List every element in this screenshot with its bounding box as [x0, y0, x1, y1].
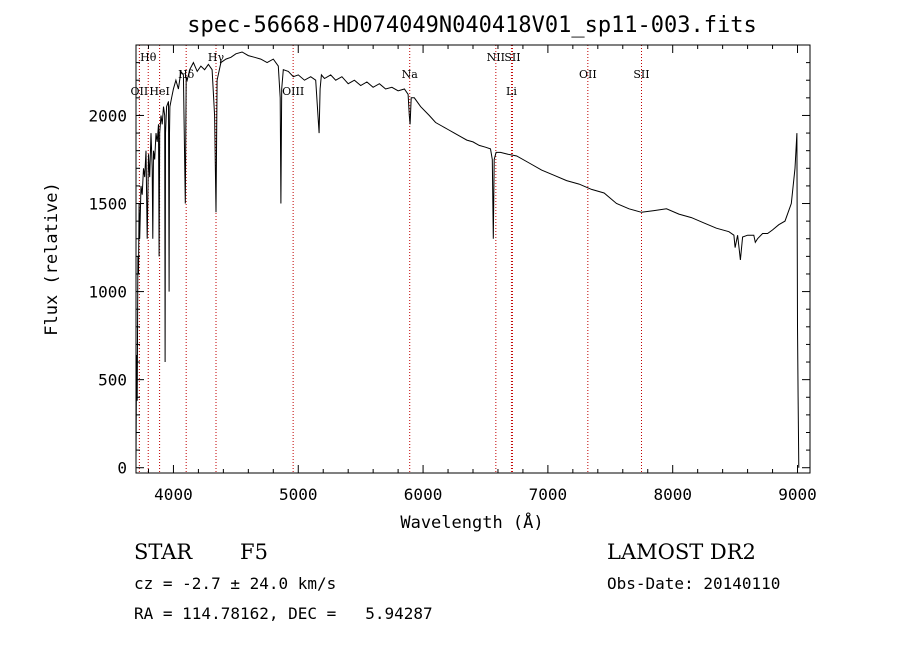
- y-tick-label: 500: [98, 371, 127, 390]
- observation-date: Obs-Date: 20140110: [607, 574, 781, 593]
- object-class: STAR: [134, 540, 193, 564]
- line-marker-label: OII: [579, 68, 597, 81]
- line-marker-label: Na: [402, 68, 419, 81]
- line-marker-label: NII: [487, 51, 505, 64]
- x-axis-ticks: 4000 5000 6000 7000 8000 9000: [147, 45, 817, 504]
- line-marker-label: OIII: [282, 85, 304, 98]
- line-markers: [138, 45, 642, 473]
- y-tick-label: 1500: [88, 195, 127, 214]
- y-tick-label: 1000: [88, 283, 127, 302]
- redshift-readout: cz = -2.7 ± 24.0 km/s: [134, 574, 337, 593]
- line-marker-label: OII: [131, 85, 149, 98]
- line-marker-label: Li: [506, 85, 517, 98]
- line-marker-label: Hδ: [178, 68, 195, 81]
- x-tick-label: 9000: [778, 485, 817, 504]
- coordinates-readout: RA = 114.78162, DEC = 5.94287: [134, 604, 433, 623]
- line-marker-label: SII: [633, 68, 649, 81]
- x-tick-label: 6000: [404, 485, 443, 504]
- spectrum-line: [135, 51, 800, 468]
- survey-name: LAMOST DR2: [607, 540, 756, 564]
- plot-frame: [135, 44, 811, 474]
- y-axis-label: Flux (relative): [42, 182, 62, 336]
- y-tick-label: 2000: [88, 106, 127, 125]
- line-marker-label: HeI: [149, 85, 169, 98]
- x-tick-label: 5000: [279, 485, 318, 504]
- x-axis-label: Wavelength (Å): [400, 511, 543, 533]
- chart-title: spec-56668-HD074049N040418V01_sp11-003.f…: [187, 13, 757, 38]
- line-marker-label: Hθ: [140, 51, 157, 64]
- object-subclass: F5: [240, 540, 268, 564]
- line-marker-label: SII: [504, 51, 520, 64]
- line-marker-label: Hγ: [208, 51, 225, 64]
- y-axis-ticks: 0 500 1000 1500 2000: [88, 62, 810, 478]
- x-tick-label: 8000: [653, 485, 692, 504]
- x-tick-label: 4000: [154, 485, 193, 504]
- y-tick-label: 0: [117, 459, 127, 478]
- x-tick-label: 7000: [529, 485, 568, 504]
